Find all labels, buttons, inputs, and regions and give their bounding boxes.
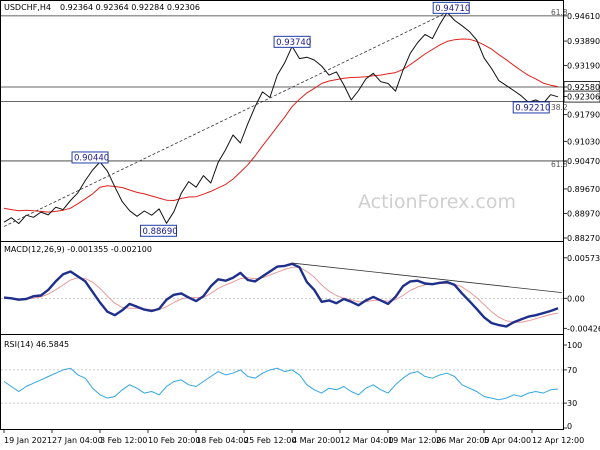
trendlines [3,11,563,294]
fib-label-top: 61.8 [551,8,568,17]
price-annotations: 0.94710 0.93740 0.92210 0.90440 0.88690 [71,1,550,237]
x-tick-label: 4 Mar 20:00 [292,436,340,445]
price-annotation-label: 0.88690 [143,227,178,237]
macd-series [1,262,563,328]
rsi-y-tick-label: 70 [567,366,577,375]
price-annotation-label: 0.93740 [276,38,311,48]
y-tick-label: 0.89670 [567,185,600,194]
y-tick-label: 0.88970 [567,209,600,218]
macd-header: MACD(12,26,9) -0.001355 -0.002100 [4,245,152,254]
y-tick-label: 0.90470 [567,157,600,166]
y-tick-label: 0.92580 [567,83,600,92]
x-tick-label: 19 Jan 2021 [4,436,52,445]
price-annotation-label: 0.90440 [74,153,109,163]
x-tick-label: 27 Jan 04:00 [52,436,103,445]
macd-y-tick-label: 0.00 [567,294,585,303]
rsi-y-tick-label: 100 [567,341,582,350]
x-tick-label: 5 Apr 04:00 [484,436,531,445]
y-tick-label: 0.88270 [567,234,600,243]
price-annotation-box [273,35,311,48]
rsi-series [1,367,563,404]
macd-y-tick-label: -0.004261 [567,324,600,333]
rsi-y-tick-label: 0 [567,422,572,431]
y-tick-label: 0.92306 [567,93,600,102]
price-annotation-label: 0.94710 [435,4,470,14]
rsi-header: RSI(14) 46.5845 [4,340,69,349]
price-annotation-box [140,224,178,237]
price-annotation-label: 0.92210 [515,103,550,113]
x-tick-label: 26 Mar 20:00 [436,436,489,445]
price-annotation-box [512,101,550,114]
watermark: ActionForex.com [358,191,516,213]
x-tick-label: 25 Feb 12:00 [244,436,296,445]
x-axis: 19 Jan 2021 27 Jan 04:003 Feb 12:00 10 Feb… [3,430,584,445]
y-tick-label: 0.93890 [567,37,600,46]
y-tick-label: 0.91790 [567,111,600,120]
y-tick-label: 0.94610 [567,12,600,21]
sma-line [3,38,559,213]
x-tick-label: 12 Mar 04:00 [340,436,393,445]
x-tick-label: 19 Mar 12:00 [388,436,441,445]
chart-header-ohlc: 0.92364 0.92364 0.92284 0.92306 [60,3,200,12]
price-levels [1,15,563,162]
chart-header-symbol: USDCHF,H4 [4,3,51,12]
x-tick-label: 12 Apr 12:00 [532,436,584,445]
rsi-line [3,367,559,401]
y-tick-label: 0.91030 [567,137,600,146]
macd-y-tick-label: 0.005739 [567,254,600,263]
fib-label-mid: 38.2 [551,103,568,112]
x-tick-label: 18 Feb 04:00 [196,436,248,445]
x-tick-label: 10 Feb 20:00 [148,436,200,445]
macd-signal-line [4,266,559,323]
y-tick-label: 0.93190 [567,62,600,71]
price-trendline [3,11,448,227]
price-line [3,11,559,225]
price-annotation-box [71,151,109,164]
x-tick-label: 3 Feb 12:00 [100,436,147,445]
fib-label-bottom: 61.8 [551,160,568,169]
macd-trendline [292,262,563,294]
macd-line [3,262,559,328]
rsi-panel [0,334,564,430]
price-annotation-box [432,1,470,14]
price-series [3,11,559,225]
rsi-y-tick-label: 30 [567,399,577,408]
